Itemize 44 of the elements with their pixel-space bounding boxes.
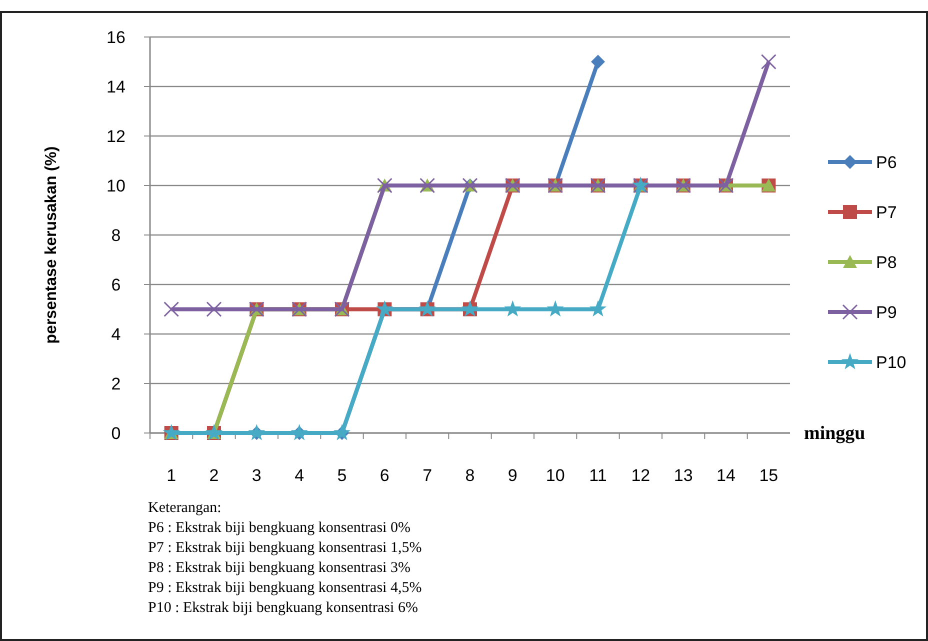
y-tick-label: 6: [111, 275, 121, 294]
point: [546, 300, 564, 317]
point: [591, 54, 605, 69]
legend-label: P10: [876, 352, 906, 372]
y-tick-label: 16: [106, 28, 126, 47]
x-tick-label: 15: [759, 466, 778, 485]
y-axis-title: persentase kerusakan (%): [43, 146, 60, 344]
y-tick-label: 8: [111, 226, 121, 245]
x-tick-label: 3: [252, 466, 262, 485]
x-tick-label: 8: [465, 466, 475, 485]
x-tick-label: 6: [380, 466, 390, 485]
x-tick-label: 11: [589, 466, 607, 485]
legend-label: P8: [876, 252, 897, 272]
y-tick-label: 0: [111, 424, 121, 443]
legend-label: P9: [876, 302, 897, 322]
point: [164, 302, 180, 317]
y-tick-label: 10: [106, 176, 126, 196]
y-tick-label: 12: [106, 126, 126, 146]
x-tick-label: 2: [209, 466, 219, 485]
x-tick-label: 12: [631, 466, 650, 485]
legend-label: P7: [876, 202, 897, 222]
x-tick-label: 10: [546, 466, 565, 485]
text: P10 : Ekstrak biji bengkuang konsentrasi 6%: [148, 600, 418, 616]
text: P9 : Ekstrak biji bengkuang konsentrasi 4,5%: [148, 580, 422, 596]
point: [206, 302, 222, 317]
x-tick-label: 5: [337, 466, 347, 485]
text: P8 : Ekstrak biji bengkuang konsentrasi 3%: [148, 560, 410, 576]
text: Keterangan:: [148, 500, 222, 516]
x-tick-label: 14: [716, 466, 736, 485]
text: P6 : Ekstrak biji bengkuang konsentrasi 0%: [148, 520, 410, 536]
point: [589, 300, 607, 317]
y-tick-label: 4: [111, 324, 121, 344]
point: [504, 300, 522, 317]
y-tick-label: 2: [111, 374, 121, 394]
x-tick-label: 9: [508, 466, 518, 485]
x-tick-label: 7: [422, 466, 432, 485]
y-tick-label: 14: [106, 77, 126, 96]
x-tick-label: 13: [674, 466, 693, 485]
x-tick-label: 1: [166, 466, 176, 485]
legend-label: P6: [876, 152, 897, 172]
x-axis-title: minggu: [804, 423, 866, 444]
point: [760, 54, 776, 70]
x-tick-label: 4: [294, 466, 304, 485]
text: P7 : Ekstrak biji bengkuang konsentrasi 1,5%: [148, 540, 422, 556]
